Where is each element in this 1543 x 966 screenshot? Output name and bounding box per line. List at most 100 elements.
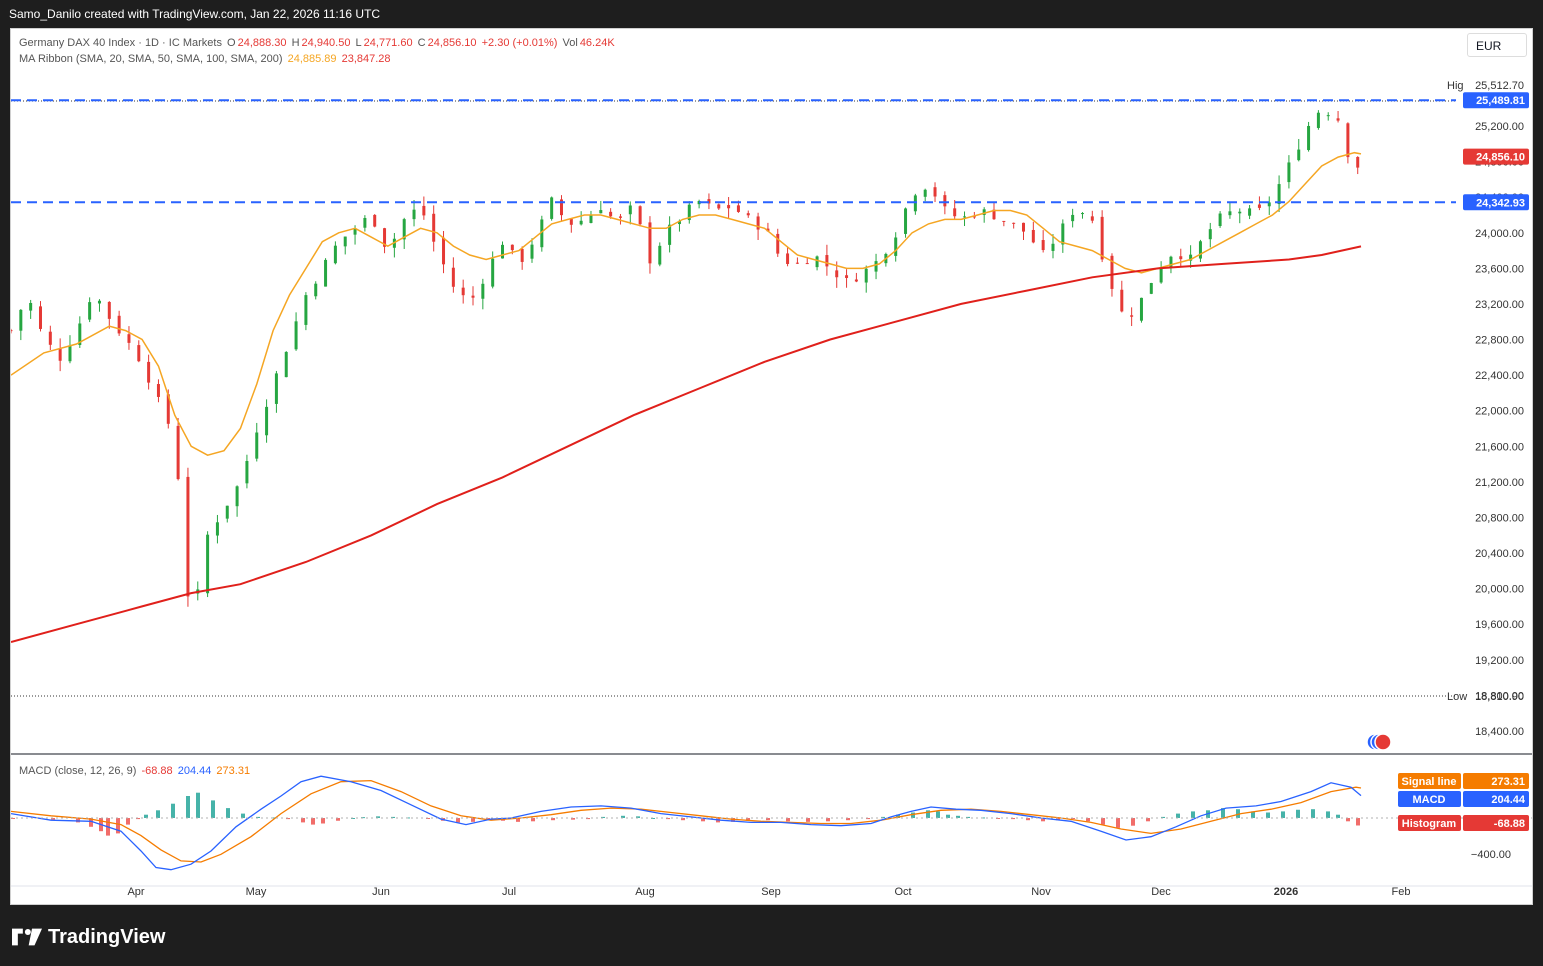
candle-body	[1297, 149, 1301, 161]
histogram-bar	[636, 816, 640, 818]
high-label: H	[291, 37, 300, 49]
candle-body	[442, 237, 446, 265]
ma-value-2: 23,847.28	[341, 53, 391, 65]
candle-body	[353, 228, 357, 235]
support-price-tag: 24,342.93	[1476, 197, 1525, 209]
histogram-bar	[681, 818, 685, 821]
histogram-bar	[171, 803, 175, 818]
candle-body	[255, 432, 259, 459]
histogram-bar	[126, 818, 130, 825]
candle-body	[1356, 157, 1360, 168]
histogram-bar	[471, 818, 475, 822]
candle-body	[274, 373, 278, 404]
candle-body	[1130, 315, 1134, 317]
histogram-bar	[516, 818, 520, 822]
price-tick-label: 18,400.00	[1475, 726, 1524, 738]
candle-body	[1208, 229, 1212, 240]
candle-body	[904, 208, 908, 234]
histogram-bar	[731, 818, 735, 822]
candle-body	[481, 283, 485, 299]
candle-body	[304, 295, 308, 325]
candle-body	[874, 261, 878, 272]
candle-body	[343, 236, 347, 247]
candle-body	[383, 228, 387, 247]
histogram-bar	[1101, 818, 1105, 825]
price-tick-label: 23,600.00	[1475, 263, 1524, 275]
candle-body	[1071, 214, 1075, 222]
candle-body	[766, 228, 770, 232]
vol-label: Vol	[562, 37, 578, 49]
candle-body	[1277, 184, 1281, 205]
histogram-bar	[89, 818, 93, 827]
price-tick-label: 22,000.00	[1475, 406, 1524, 418]
candle-body	[1326, 115, 1330, 117]
histogram-bar	[144, 814, 148, 818]
histogram-bar	[1336, 814, 1340, 818]
candle-body	[1061, 223, 1065, 245]
candle-body	[923, 189, 927, 197]
histogram-bar	[1041, 818, 1045, 822]
ma-legend: MA Ribbon (SMA, 20, SMA, 50, SMA, 100, S…	[19, 53, 393, 65]
price-tick-label: 21,200.00	[1475, 477, 1524, 489]
histogram-bar	[76, 818, 80, 823]
candle-body	[992, 209, 996, 220]
histogram-bar	[881, 816, 885, 818]
candle-body	[628, 205, 632, 215]
candle-body	[913, 195, 917, 212]
candle-body	[88, 302, 92, 320]
histogram-bar	[621, 815, 625, 818]
histogram-bar	[1296, 809, 1300, 818]
histogram-bar	[1146, 818, 1150, 822]
ma20-line	[11, 151, 1362, 457]
histogram-bar	[1221, 808, 1225, 818]
candle-body	[68, 345, 72, 362]
candle-body	[29, 302, 33, 311]
candle-body	[1267, 202, 1271, 207]
histogram-bar	[746, 818, 750, 821]
histogram-bar	[1131, 818, 1135, 826]
candle-body	[795, 262, 799, 264]
price-tick-label: 18,800.00	[1475, 690, 1524, 702]
price-tick-label: 19,600.00	[1475, 619, 1524, 631]
candle-body	[1012, 222, 1016, 224]
candle-body	[825, 255, 829, 267]
candle-body	[756, 216, 760, 230]
candle-body	[1041, 240, 1045, 251]
candle-body	[618, 216, 622, 218]
histogram-scale-value: -68.88	[1494, 818, 1525, 830]
histogram-bar	[911, 812, 915, 818]
candle-body	[432, 213, 436, 242]
histogram-bar	[321, 818, 325, 824]
histogram-bar	[1311, 809, 1315, 818]
candle-body	[1110, 255, 1114, 289]
candle-body	[1139, 297, 1143, 321]
candle-body	[1307, 125, 1311, 151]
chart-canvas[interactable]: 18,400.00 18,800.00 19,200.00 19,600.00 20,0…	[11, 29, 1532, 904]
macd-line-value: 204.44	[177, 765, 212, 777]
open-value: 24,888.30	[237, 37, 287, 49]
histogram-bar	[1266, 812, 1270, 818]
histogram-bar	[301, 818, 305, 823]
candle-body	[1159, 267, 1163, 283]
candle-body	[1149, 283, 1153, 294]
time-axis-label: Sep	[761, 886, 781, 898]
resistance-price-tag-bg	[1463, 92, 1529, 109]
macd-legend-label: MACD (close, 12, 26, 9)	[19, 765, 137, 777]
currency-selector[interactable]: EUR	[1467, 33, 1527, 57]
histogram-scale-label: Histogram	[1402, 818, 1457, 830]
resistance-price-tag: 25,489.81	[1476, 95, 1525, 107]
histogram-bar	[826, 818, 830, 822]
histogram-bar	[956, 815, 960, 818]
candle-body	[717, 204, 721, 209]
signal-line-value: 273.31	[1491, 776, 1525, 788]
candle-body	[648, 222, 652, 264]
ma200-line	[11, 245, 1362, 643]
candle-body	[599, 210, 603, 214]
candle-body	[1179, 256, 1183, 260]
histogram-bar	[116, 818, 120, 834]
candle-body	[963, 216, 967, 218]
histogram-bar	[186, 796, 190, 818]
candle-body	[943, 195, 947, 207]
candle-body	[501, 244, 505, 259]
chart-panel[interactable]: 18,400.00 18,800.00 19,200.00 19,600.00 20,0…	[10, 28, 1533, 905]
